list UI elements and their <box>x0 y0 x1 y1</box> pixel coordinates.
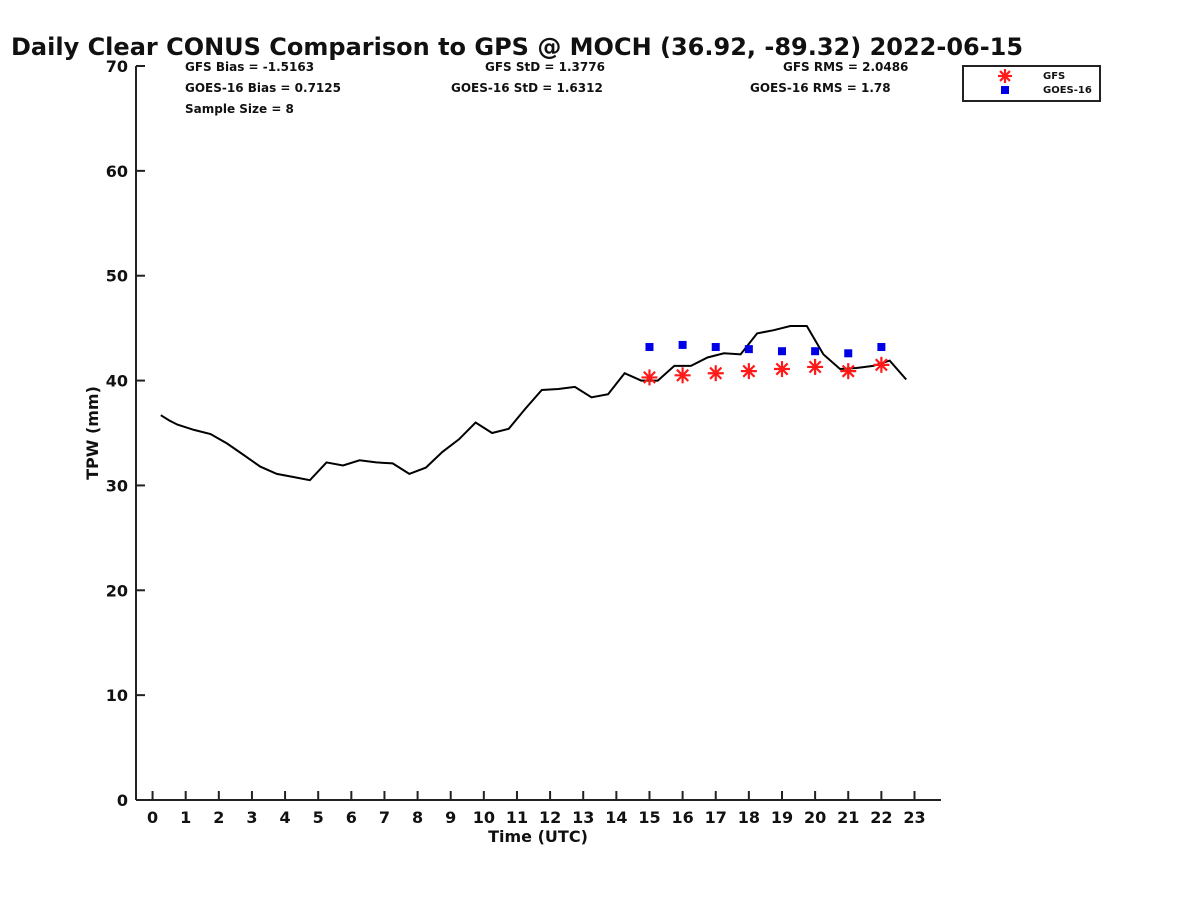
x-tick-label: 23 <box>903 808 925 827</box>
x-tick-label: 5 <box>313 808 324 827</box>
gfs-point <box>807 358 824 375</box>
stats-block: GFS Bias = -1.5163 GFS StD = 1.3776 GFS … <box>185 60 908 116</box>
plot-area <box>160 325 907 482</box>
legend-label: GOES-16 <box>1043 85 1092 96</box>
goes16-point <box>777 347 786 356</box>
stat-goes-rms: GOES-16 RMS = 1.78 <box>750 81 891 95</box>
x-tick-label: 0 <box>147 808 158 827</box>
gfs-point <box>873 356 890 373</box>
gfs-point <box>707 365 724 382</box>
x-axis-label: Time (UTC) <box>488 827 588 846</box>
asterisk-stroke <box>999 70 1011 82</box>
x-tick-label: 4 <box>280 808 291 827</box>
gfs-point <box>641 369 658 386</box>
y-tick-label: 40 <box>106 372 128 391</box>
goes16-point <box>711 343 720 352</box>
goes16-point <box>744 345 753 354</box>
x-tick-label: 21 <box>837 808 859 827</box>
x-tick-label: 22 <box>870 808 892 827</box>
y-tick-label: 50 <box>106 267 128 286</box>
x-tick-label: 3 <box>246 808 257 827</box>
legend-goes16-marker <box>1001 86 1009 94</box>
y-tick-label: 10 <box>106 686 128 705</box>
goes16-point <box>645 343 654 352</box>
asterisk-stroke <box>709 366 723 380</box>
goes16-point <box>678 340 687 349</box>
asterisk-stroke <box>874 358 888 372</box>
legend-box <box>962 65 1101 102</box>
x-tick-label: 8 <box>412 808 423 827</box>
x-tick-label: 18 <box>738 808 760 827</box>
asterisk-stroke <box>775 362 789 376</box>
x-tick-label: 11 <box>506 808 528 827</box>
axes <box>135 66 941 801</box>
stat-gfs-std: GFS StD = 1.3776 <box>485 60 605 74</box>
x-ticks: 0 1 2 3 4 5 6 7 8 9 10 11 12 13 14 15 16 17 18 19 20 21 22 23 <box>147 791 926 827</box>
x-tick-label: 1 <box>180 808 191 827</box>
goes16-point <box>877 343 886 352</box>
asterisk-stroke <box>841 364 855 378</box>
y-tick-label: 70 <box>106 57 128 76</box>
asterisk-stroke <box>643 370 656 384</box>
y-tick-label: 0 <box>117 791 128 810</box>
x-tick-label: 9 <box>445 808 456 827</box>
y-tick-label: 20 <box>106 581 128 600</box>
x-tick-label: 17 <box>705 808 727 827</box>
chart-title: Daily Clear CONUS Comparison to GPS @ MO… <box>11 33 1023 61</box>
goes16-point <box>844 349 853 358</box>
gfs-point <box>674 367 691 384</box>
y-tick-label: 60 <box>106 162 128 181</box>
stat-gfs-bias: GFS Bias = -1.5163 <box>185 60 314 74</box>
x-tick-label: 6 <box>346 808 357 827</box>
y-ticks: 0 10 20 30 40 50 60 70 <box>106 57 145 810</box>
stat-goes-bias: GOES-16 Bias = 0.7125 <box>185 81 341 95</box>
gfs-point <box>773 361 790 378</box>
x-tick-label: 15 <box>638 808 660 827</box>
stat-goes-std: GOES-16 StD = 1.6312 <box>451 81 603 95</box>
x-tick-label: 2 <box>213 808 224 827</box>
x-tick-label: 19 <box>771 808 793 827</box>
stat-sample-size: Sample Size = 8 <box>185 102 294 116</box>
gfs-point <box>840 363 857 380</box>
stat-gfs-rms: GFS RMS = 2.0486 <box>783 60 908 74</box>
legend: GFS GOES-16 <box>962 65 1101 102</box>
x-tick-label: 13 <box>572 808 594 827</box>
x-tick-label: 10 <box>473 808 495 827</box>
x-tick-label: 20 <box>804 808 826 827</box>
asterisk-stroke <box>742 364 756 378</box>
x-tick-label: 12 <box>539 808 561 827</box>
asterisk-stroke <box>676 368 690 382</box>
asterisk-stroke <box>808 360 822 374</box>
legend-label: GFS <box>1043 71 1065 82</box>
y-tick-label: 30 <box>106 476 128 495</box>
gfs-point <box>740 363 757 380</box>
y-axis-label: TPW (mm) <box>83 386 102 480</box>
goes16-point <box>811 347 820 356</box>
gps-tpw-line <box>160 325 907 482</box>
x-tick-label: 7 <box>379 808 390 827</box>
x-tick-label: 16 <box>671 808 693 827</box>
x-tick-label: 14 <box>605 808 627 827</box>
legend-gfs-marker <box>998 69 1012 83</box>
